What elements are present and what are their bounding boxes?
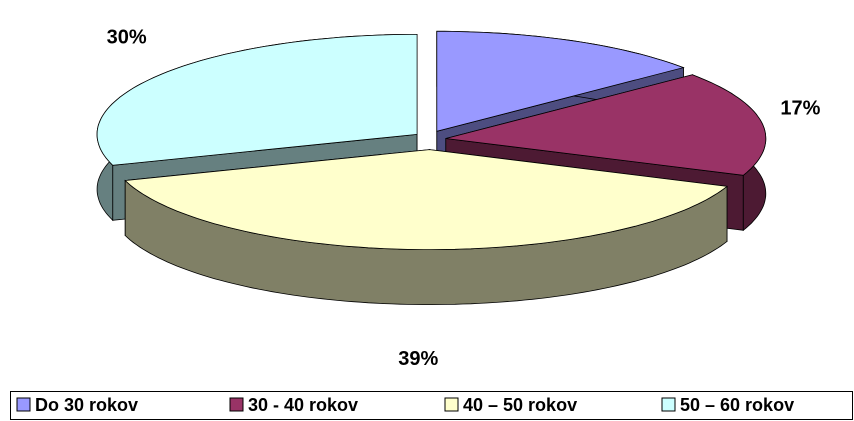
legend-swatch — [16, 397, 31, 412]
data-label: 30% — [107, 26, 147, 48]
legend-label: Do 30 rokov — [35, 395, 138, 415]
legend-label: 30 - 40 rokov — [248, 395, 358, 415]
pie-slice — [124, 149, 729, 250]
legend-swatch — [229, 397, 244, 412]
pie-slice — [96, 34, 418, 166]
legend-swatch — [444, 397, 459, 412]
pie-slice — [445, 74, 767, 176]
legend-label: 50 – 60 rokov — [680, 395, 794, 415]
data-label: 17% — [780, 97, 820, 119]
data-label: 39% — [398, 348, 438, 370]
legend-box — [10, 391, 853, 420]
legend-swatch — [661, 397, 676, 412]
pie-slice — [436, 30, 685, 132]
legend-label: 40 – 50 rokov — [463, 395, 577, 415]
